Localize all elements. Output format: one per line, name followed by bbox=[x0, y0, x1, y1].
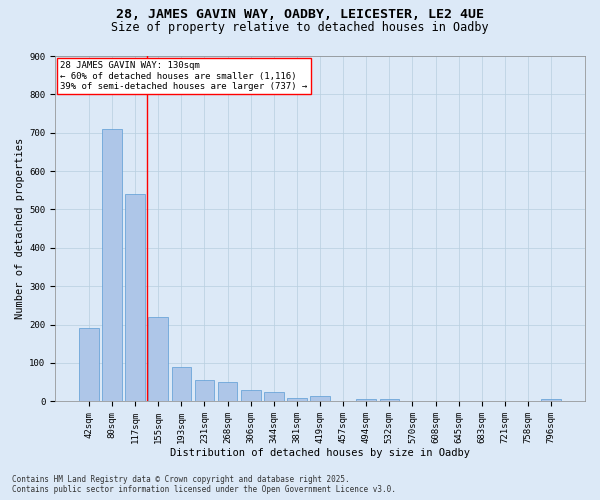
Bar bbox=[172, 367, 191, 402]
Bar bbox=[287, 398, 307, 402]
Bar bbox=[264, 392, 284, 402]
Bar bbox=[79, 328, 99, 402]
Bar bbox=[218, 382, 238, 402]
Bar bbox=[241, 390, 260, 402]
Bar bbox=[194, 380, 214, 402]
Text: Contains HM Land Registry data © Crown copyright and database right 2025.
Contai: Contains HM Land Registry data © Crown c… bbox=[12, 474, 396, 494]
Bar bbox=[356, 400, 376, 402]
Text: Size of property relative to detached houses in Oadby: Size of property relative to detached ho… bbox=[111, 21, 489, 34]
Bar bbox=[125, 194, 145, 402]
Bar bbox=[541, 400, 561, 402]
Text: 28, JAMES GAVIN WAY, OADBY, LEICESTER, LE2 4UE: 28, JAMES GAVIN WAY, OADBY, LEICESTER, L… bbox=[116, 8, 484, 20]
Text: 28 JAMES GAVIN WAY: 130sqm
← 60% of detached houses are smaller (1,116)
39% of s: 28 JAMES GAVIN WAY: 130sqm ← 60% of deta… bbox=[61, 61, 308, 91]
X-axis label: Distribution of detached houses by size in Oadby: Distribution of detached houses by size … bbox=[170, 448, 470, 458]
Bar bbox=[380, 400, 399, 402]
Bar bbox=[102, 129, 122, 402]
Bar bbox=[148, 317, 168, 402]
Bar bbox=[310, 396, 330, 402]
Y-axis label: Number of detached properties: Number of detached properties bbox=[15, 138, 25, 320]
